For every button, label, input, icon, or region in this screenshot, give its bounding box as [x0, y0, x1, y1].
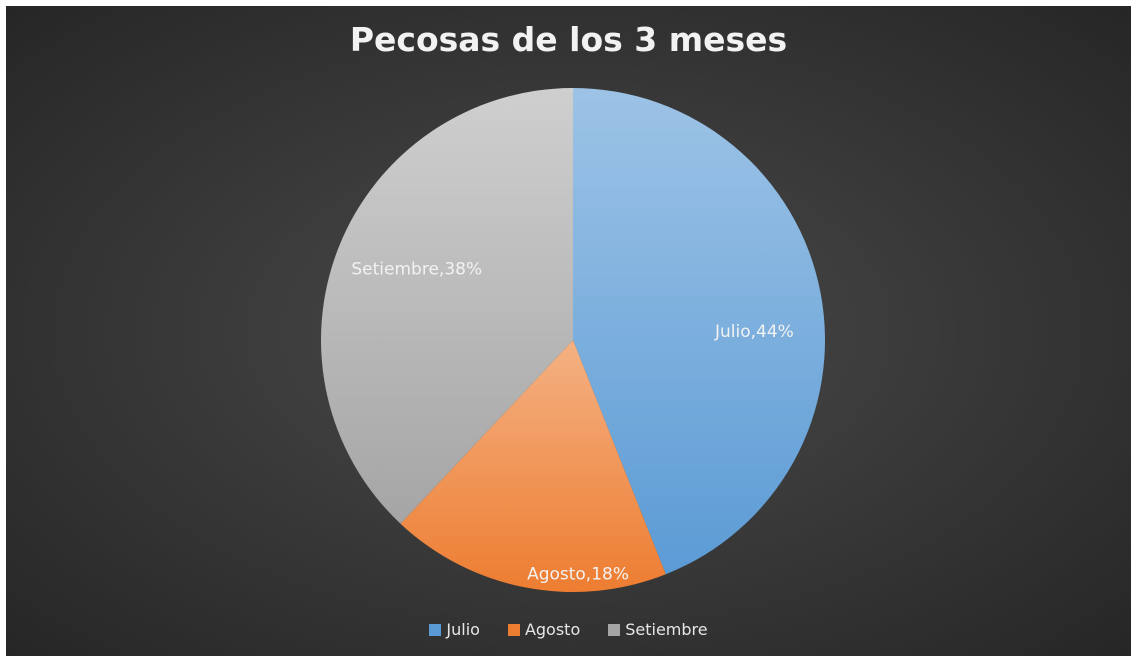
- pie-slice-setiembre: [321, 88, 573, 524]
- pie-slice-julio: [573, 88, 826, 575]
- data-label-agosto: Agosto,18%: [527, 564, 629, 584]
- legend-item-julio: Julio: [429, 620, 480, 639]
- chart-area: Pecosas de los 3 meses Julio,44% Agosto,1…: [6, 6, 1131, 656]
- legend-label-agosto: Agosto: [524, 620, 581, 639]
- data-label-julio: Julio,44%: [714, 322, 794, 342]
- pie-slice-agosto: [400, 340, 666, 592]
- chart-title: Pecosas de los 3 meses: [349, 20, 788, 59]
- legend-label-setiembre: Setiembre: [625, 620, 708, 639]
- pie-chart: Julio,44% Agosto,18% Setiembre,38%: [321, 88, 826, 592]
- legend-item-agosto: Agosto: [507, 620, 581, 639]
- legend-label-julio: Julio: [446, 620, 480, 639]
- legend-swatch-setiembre: [608, 623, 621, 636]
- data-label-setiembre: Setiembre,38%: [351, 259, 482, 279]
- legend-item-setiembre: Setiembre: [608, 620, 708, 639]
- legend-swatch-agosto: [507, 623, 520, 636]
- legend: Julio Agosto Setiembre: [6, 620, 1131, 639]
- legend-swatch-julio: [429, 623, 442, 636]
